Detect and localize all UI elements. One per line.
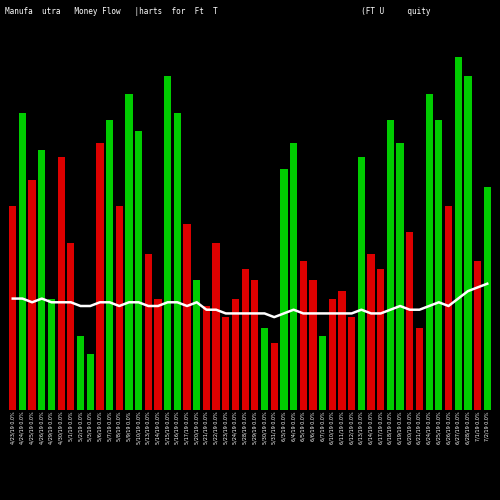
- Bar: [232, 298, 239, 410]
- Bar: [290, 142, 297, 410]
- Bar: [261, 328, 268, 410]
- Bar: [251, 280, 258, 410]
- Bar: [270, 343, 278, 410]
- Bar: [154, 298, 162, 410]
- Bar: [435, 120, 442, 410]
- Bar: [222, 317, 230, 410]
- Bar: [445, 206, 452, 410]
- Bar: [203, 306, 210, 410]
- Bar: [406, 232, 413, 410]
- Bar: [135, 132, 142, 410]
- Bar: [377, 269, 384, 410]
- Bar: [86, 354, 94, 410]
- Bar: [48, 298, 55, 410]
- Bar: [164, 76, 172, 410]
- Text: Manufa  utra   Money Flow   |harts  for  Ft  T                               (FT: Manufa utra Money Flow |harts for Ft T (…: [5, 7, 500, 16]
- Bar: [454, 57, 462, 410]
- Bar: [348, 317, 356, 410]
- Bar: [242, 269, 249, 410]
- Bar: [212, 243, 220, 410]
- Bar: [184, 224, 190, 410]
- Bar: [28, 180, 35, 410]
- Bar: [358, 158, 365, 410]
- Bar: [126, 94, 132, 410]
- Bar: [464, 76, 471, 410]
- Bar: [484, 187, 491, 410]
- Bar: [338, 291, 345, 410]
- Bar: [300, 262, 307, 410]
- Bar: [106, 120, 113, 410]
- Bar: [474, 262, 481, 410]
- Bar: [116, 206, 123, 410]
- Bar: [280, 168, 287, 410]
- Bar: [387, 120, 394, 410]
- Bar: [319, 336, 326, 410]
- Bar: [193, 280, 200, 410]
- Bar: [58, 158, 65, 410]
- Bar: [368, 254, 374, 410]
- Bar: [396, 142, 404, 410]
- Bar: [9, 206, 16, 410]
- Bar: [144, 254, 152, 410]
- Bar: [96, 142, 103, 410]
- Bar: [19, 113, 26, 410]
- Bar: [77, 336, 84, 410]
- Bar: [38, 150, 46, 410]
- Bar: [328, 298, 336, 410]
- Bar: [67, 243, 74, 410]
- Bar: [416, 328, 423, 410]
- Bar: [174, 113, 181, 410]
- Bar: [426, 94, 433, 410]
- Bar: [310, 280, 316, 410]
